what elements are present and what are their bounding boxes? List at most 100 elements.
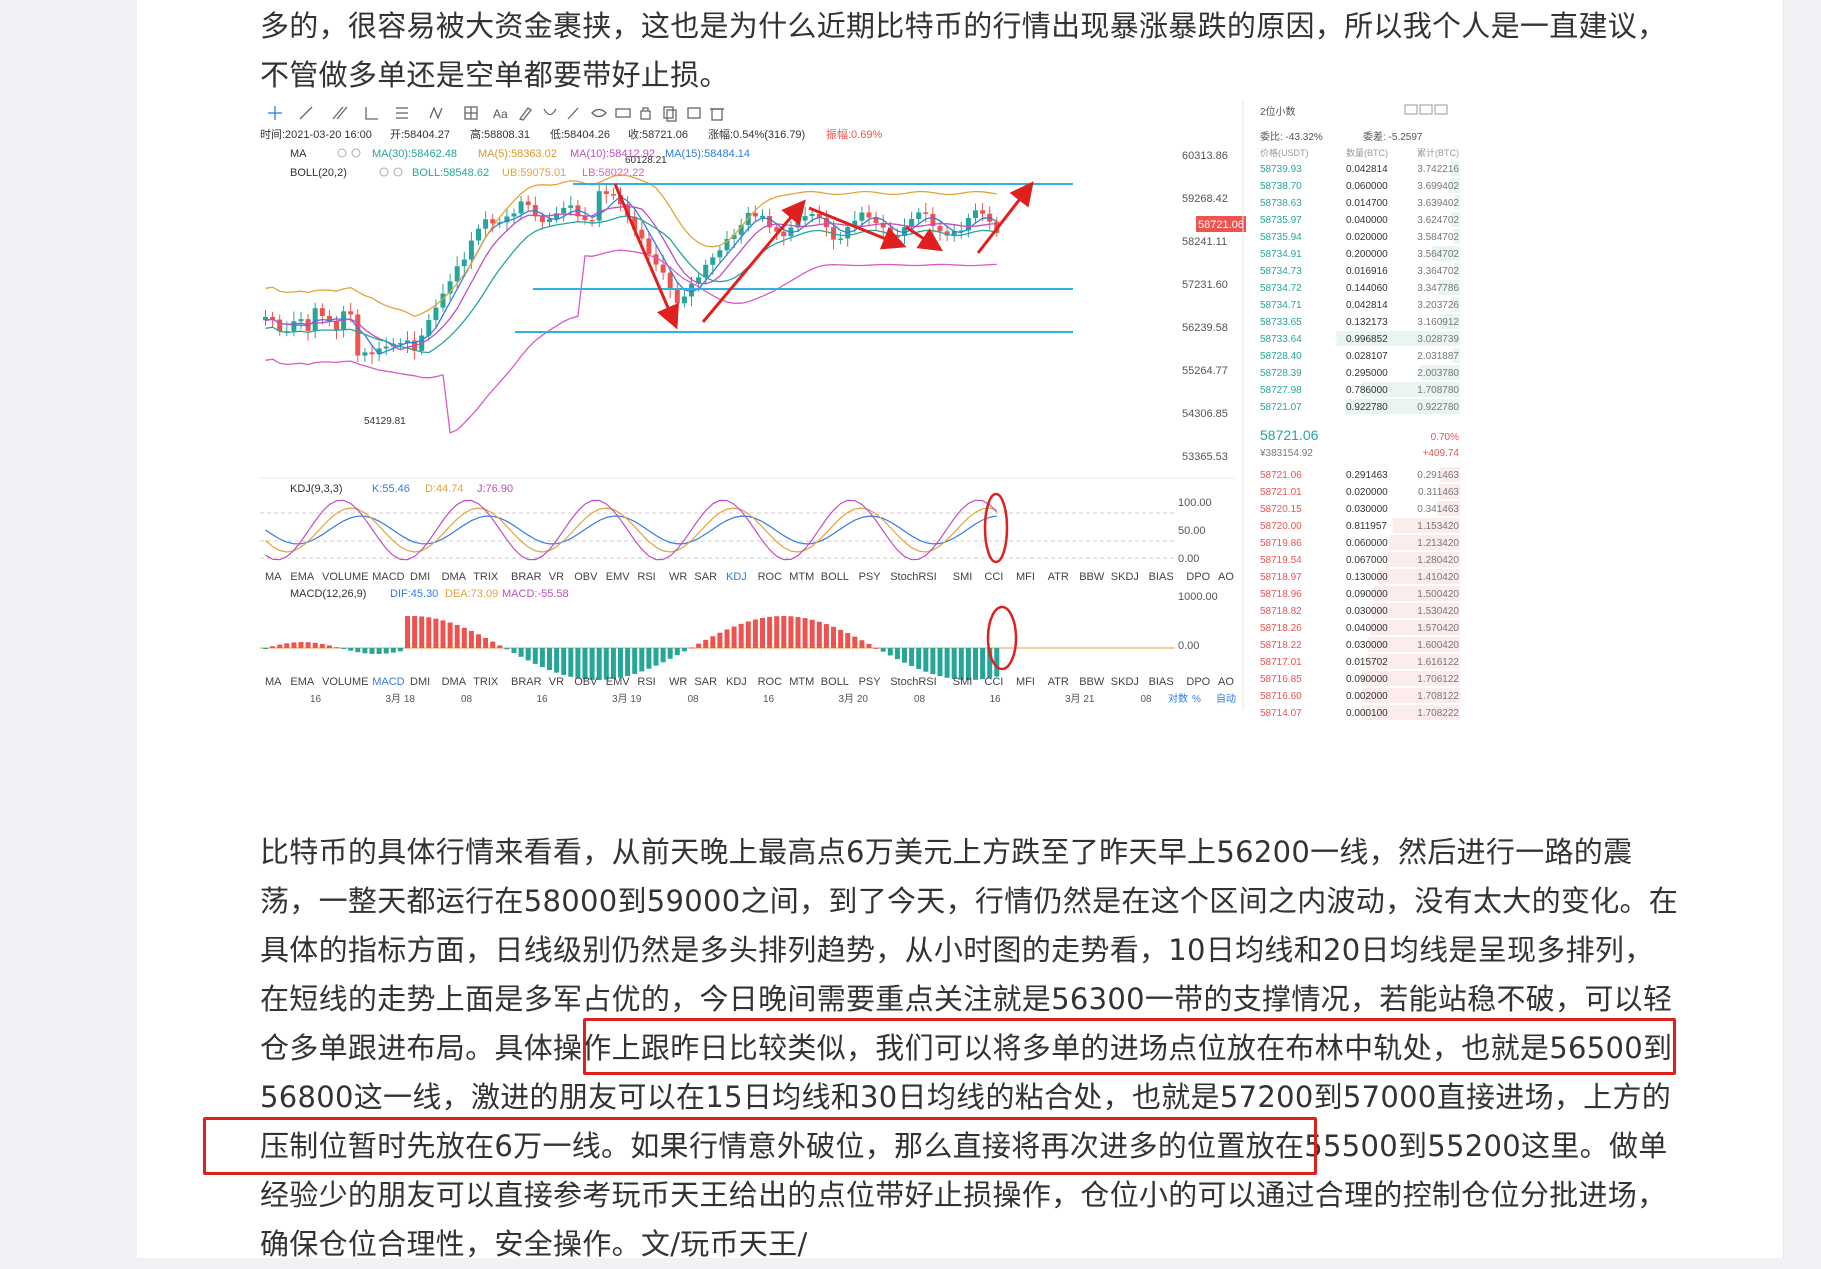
ask-price[interactable]: 58728.40 — [1260, 351, 1302, 362]
indicator-tab-bias[interactable]: BIAS — [1149, 571, 1174, 583]
axis-option-2[interactable]: 自动 — [1216, 692, 1236, 705]
ask-price[interactable]: 58733.65 — [1260, 317, 1302, 328]
book-both-icon[interactable] — [1404, 104, 1418, 115]
indicator-tab-dpo[interactable]: DPO — [1186, 676, 1210, 688]
indicator-tab-skdj[interactable]: SKDJ — [1111, 676, 1139, 688]
bid-price[interactable]: 58719.54 — [1260, 555, 1302, 566]
indicator-tab-bias[interactable]: BIAS — [1149, 676, 1174, 688]
bid-price[interactable]: 58718.82 — [1260, 606, 1302, 617]
pen-tool-icon[interactable] — [567, 107, 579, 120]
indicator-tab-skdj[interactable]: SKDJ — [1111, 571, 1139, 583]
book-asks-icon[interactable] — [1419, 104, 1433, 115]
indicator-tab-ma[interactable]: MA — [265, 571, 282, 583]
indicator-tab-atr[interactable]: ATR — [1048, 571, 1069, 583]
indicator-tab-vr[interactable]: VR — [549, 676, 564, 688]
bid-price[interactable]: 58718.97 — [1260, 572, 1302, 583]
indicator-tab-smi[interactable]: SMI — [953, 676, 973, 688]
triangle-tool-icon[interactable] — [365, 107, 378, 120]
indicator-tab-ma[interactable]: MA — [265, 676, 282, 688]
wave-tool-icon[interactable] — [429, 106, 443, 120]
ask-price[interactable]: 58734.71 — [1260, 300, 1302, 311]
ask-price[interactable]: 58739.93 — [1260, 164, 1302, 175]
copy-tool-icon[interactable] — [663, 106, 677, 122]
indicator-tab-dma[interactable]: DMA — [442, 571, 467, 583]
ask-price[interactable]: 58734.91 — [1260, 249, 1302, 260]
indicator-tab-rsi[interactable]: RSI — [637, 571, 655, 583]
decimals-select[interactable]: 2位小数 — [1260, 105, 1296, 118]
indicator-tab-ema[interactable]: EMA — [290, 571, 315, 583]
indicator-tab-mfi[interactable]: MFI — [1016, 676, 1035, 688]
text-tool-icon[interactable]: Aa — [493, 107, 508, 121]
ask-price[interactable]: 58733.64 — [1260, 334, 1302, 345]
indicator-tab-mtm[interactable]: MTM — [789, 571, 814, 583]
ask-price[interactable]: 58738.70 — [1260, 181, 1302, 192]
indicator-tab-wr[interactable]: WR — [669, 571, 687, 583]
brush-tool-icon[interactable] — [518, 107, 532, 121]
indicator-tab-stochrsi[interactable]: StochRSI — [890, 676, 936, 688]
settings-icon[interactable] — [351, 148, 361, 158]
indicator-tab-kdj[interactable]: KDJ — [726, 676, 747, 688]
indicator-tab-mfi[interactable]: MFI — [1016, 571, 1035, 583]
indicator-tab-wr[interactable]: WR — [669, 676, 687, 688]
indicator-tab-macd[interactable]: MACD — [372, 676, 404, 688]
axis-option-0[interactable]: 对数 — [1168, 692, 1188, 705]
indicator-tab-bbw[interactable]: BBW — [1079, 571, 1105, 583]
axis-option-1[interactable]: % — [1192, 694, 1201, 705]
bid-price[interactable]: 58721.06 — [1260, 470, 1302, 481]
indicator-tab-ao[interactable]: AO — [1218, 676, 1234, 688]
bid-price[interactable]: 58720.15 — [1260, 504, 1302, 515]
grid-tool-icon[interactable] — [464, 106, 478, 120]
indicator-tab-boll[interactable]: BOLL — [821, 571, 849, 583]
bid-price[interactable]: 58720.00 — [1260, 521, 1302, 532]
indicator-tab-obv[interactable]: OBV — [574, 571, 598, 583]
indicator-tab-sar[interactable]: SAR — [694, 676, 717, 688]
indicator-tab-psy[interactable]: PSY — [859, 571, 882, 583]
indicator-tab-emv[interactable]: EMV — [606, 571, 631, 583]
indicator-tab-cci[interactable]: CCI — [984, 676, 1003, 688]
indicator-tab-brar[interactable]: BRAR — [511, 676, 542, 688]
indicator-tab-volume[interactable]: VOLUME — [322, 571, 368, 583]
ask-price[interactable]: 58734.72 — [1260, 283, 1302, 294]
multi-line-tool-icon[interactable] — [332, 106, 348, 120]
magnet-tool-icon[interactable] — [543, 108, 557, 116]
indicator-tab-kdj[interactable]: KDJ — [726, 571, 747, 583]
indicator-tab-smi[interactable]: SMI — [953, 571, 973, 583]
eye-icon[interactable] — [379, 167, 389, 177]
bid-price[interactable]: 58716.60 — [1260, 691, 1302, 702]
bid-price[interactable]: 58714.07 — [1260, 708, 1302, 719]
indicator-tab-brar[interactable]: BRAR — [511, 571, 542, 583]
indicator-tab-dmi[interactable]: DMI — [410, 571, 430, 583]
indicator-tab-cci[interactable]: CCI — [984, 571, 1003, 583]
indicator-tab-obv[interactable]: OBV — [574, 676, 598, 688]
screenshot-tool-icon[interactable] — [687, 107, 701, 119]
settings-icon[interactable] — [393, 167, 403, 177]
bid-price[interactable]: 58717.01 — [1260, 657, 1302, 668]
indicator-tab-dpo[interactable]: DPO — [1186, 571, 1210, 583]
indicator-tab-bbw[interactable]: BBW — [1079, 676, 1105, 688]
indicator-tab-trix[interactable]: TRIX — [473, 676, 499, 688]
ask-price[interactable]: 58738.63 — [1260, 198, 1302, 209]
indicator-tab-emv[interactable]: EMV — [606, 676, 631, 688]
ask-price[interactable]: 58728.39 — [1260, 368, 1302, 379]
indicator-tab-trix[interactable]: TRIX — [473, 571, 499, 583]
indicator-tab-roc[interactable]: ROC — [758, 676, 783, 688]
crosshair-tool-icon[interactable] — [268, 106, 282, 120]
indicator-tab-dmi[interactable]: DMI — [410, 676, 430, 688]
bid-price[interactable]: 58721.01 — [1260, 487, 1302, 498]
indicator-tab-ao[interactable]: AO — [1218, 571, 1234, 583]
fib-tool-icon[interactable] — [396, 107, 408, 119]
indicator-tab-atr[interactable]: ATR — [1048, 676, 1069, 688]
eye-tool-icon[interactable] — [591, 108, 607, 118]
ask-price[interactable]: 58727.98 — [1260, 385, 1302, 396]
ask-price[interactable]: 58735.94 — [1260, 232, 1302, 243]
indicator-tab-macd[interactable]: MACD — [372, 571, 404, 583]
ruler-tool-icon[interactable] — [615, 108, 631, 118]
indicator-tab-psy[interactable]: PSY — [859, 676, 882, 688]
bid-price[interactable]: 58718.96 — [1260, 589, 1302, 600]
ask-price[interactable]: 58734.73 — [1260, 266, 1302, 277]
indicator-tab-roc[interactable]: ROC — [758, 571, 783, 583]
lock-tool-icon[interactable] — [640, 107, 651, 120]
indicator-tab-vr[interactable]: VR — [549, 571, 564, 583]
ask-price[interactable]: 58721.07 — [1260, 402, 1302, 413]
bid-price[interactable]: 58716.85 — [1260, 674, 1302, 685]
